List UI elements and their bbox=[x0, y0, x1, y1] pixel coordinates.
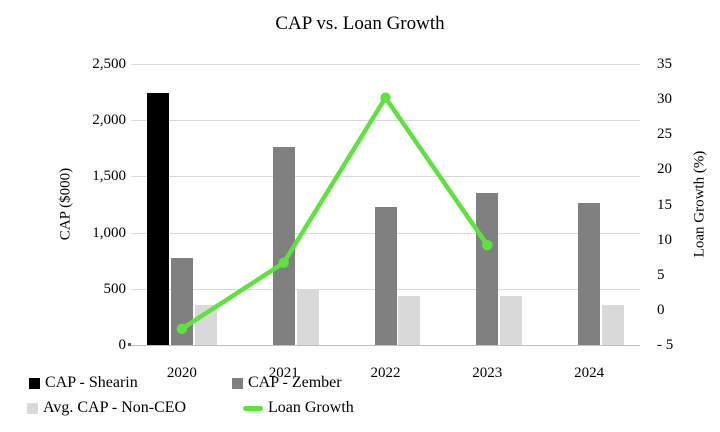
legend-item-cap-zember: CAP - Zember bbox=[232, 374, 342, 392]
legend-label-cap-zember: CAP - Zember bbox=[248, 374, 342, 391]
right-axis-tick-label: - 5 bbox=[657, 337, 674, 353]
point-loan-growth-2022 bbox=[380, 92, 391, 103]
bar-avg-cap-non-ceo-2023 bbox=[500, 296, 523, 345]
legend-item-avg-cap-non-ceo: Avg. CAP - Non-CEO bbox=[27, 399, 186, 417]
left-axis-tick-label: 2,000 bbox=[92, 112, 126, 129]
line-loan-growth bbox=[179, 95, 490, 332]
bar-avg-cap-non-ceo-2024 bbox=[601, 305, 624, 345]
x-axis-label-2021: 2021 bbox=[268, 365, 299, 381]
bar-cap-zember-2024 bbox=[578, 202, 601, 345]
legend-label-cap-shearin: CAP - Shearin bbox=[45, 374, 138, 391]
right-axis-tick-label: 35 bbox=[657, 56, 672, 72]
gridline-2000 bbox=[131, 120, 640, 122]
bar-cap-shearin-2020 bbox=[147, 93, 170, 345]
bar-cap-zember-2021 bbox=[272, 147, 295, 345]
bar-cap-zember-2023 bbox=[476, 193, 499, 345]
right-axis-tick-label: 30 bbox=[657, 91, 672, 108]
left-axis-tick-label: 2,500 bbox=[92, 56, 126, 72]
right-axis-tick-label: 5 bbox=[657, 266, 665, 283]
bar-cap-zember-2022 bbox=[374, 206, 397, 345]
x-axis-label-2020: 2020 bbox=[166, 365, 197, 381]
gridline-2500 bbox=[131, 64, 640, 65]
legend-swatch-loan-growth bbox=[243, 405, 263, 411]
gridline-1500 bbox=[131, 176, 640, 178]
right-axis-title: Loan Growth (%) bbox=[691, 150, 708, 258]
left-axis-tick-label: 1,000 bbox=[92, 224, 126, 241]
legend-swatch-cap-shearin bbox=[29, 377, 40, 389]
right-axis-tick-label: 15 bbox=[657, 196, 672, 213]
right-axis-tick-label: 10 bbox=[657, 231, 672, 248]
left-axis-title: CAP ($000) bbox=[57, 167, 74, 241]
legend-swatch-cap-zember bbox=[232, 377, 243, 389]
bar-avg-cap-non-ceo-2022 bbox=[398, 296, 421, 345]
x-axis-label-2022: 2022 bbox=[370, 365, 401, 381]
bar-cap-zember-2020 bbox=[170, 258, 193, 345]
left-axis-tick-label: 1,500 bbox=[92, 168, 126, 185]
right-axis-tick-label: 20 bbox=[657, 161, 672, 178]
legend-item-cap-shearin: CAP - Shearin bbox=[29, 374, 138, 392]
right-axis-tick-label: 0 bbox=[657, 301, 665, 318]
legend-label-loan-growth: Loan Growth bbox=[268, 399, 354, 416]
legend-item-loan-growth: Loan Growth bbox=[243, 399, 354, 417]
left-axis-tick-label: 500 bbox=[103, 280, 127, 297]
bar-avg-cap-non-ceo-2020 bbox=[194, 304, 217, 345]
chart-title: CAP vs. Loan Growth bbox=[275, 13, 445, 34]
x-axis-label-2024: 2024 bbox=[574, 365, 605, 381]
bar-avg-cap-non-ceo-2021 bbox=[296, 289, 319, 345]
legend-label-avg-cap-non-ceo: Avg. CAP - Non-CEO bbox=[43, 399, 187, 416]
x-axis-label-2023: 2023 bbox=[472, 365, 503, 381]
left-axis-origin-tick bbox=[128, 343, 131, 346]
right-axis-tick-label: 25 bbox=[657, 126, 672, 143]
legend-swatch-avg-cap-non-ceo bbox=[27, 402, 38, 414]
x-axis-line bbox=[131, 345, 640, 346]
left-axis-tick-label: 0 bbox=[118, 337, 127, 353]
